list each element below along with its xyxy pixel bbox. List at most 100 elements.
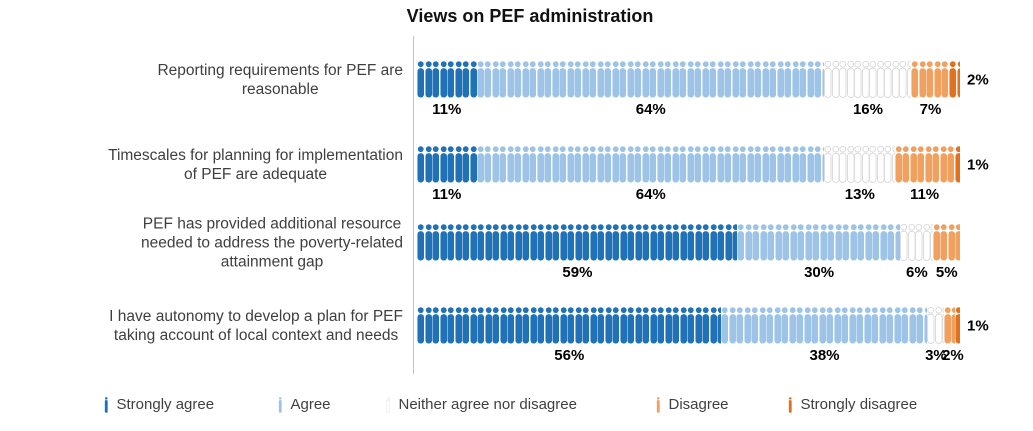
legend-label: Strongly agree [116, 396, 215, 413]
person-icon [762, 61, 769, 98]
bar-segment-agree [737, 224, 901, 261]
person-icon [814, 146, 822, 183]
person-icon [856, 307, 864, 344]
bar-segment-disagree [911, 61, 950, 98]
person-icon [876, 61, 885, 98]
person-icon [664, 146, 672, 183]
person-icon [454, 146, 462, 183]
person-icon [906, 61, 912, 98]
person-icon [774, 307, 781, 344]
person-icon [805, 224, 812, 261]
person-icon [462, 224, 470, 261]
person-icon [484, 61, 492, 98]
person-icon [694, 146, 702, 183]
person-icon [537, 146, 544, 183]
person-icon [842, 224, 850, 261]
person-icon [469, 61, 477, 98]
person-icon [679, 307, 687, 344]
person-icon [949, 61, 957, 98]
person-icon [552, 146, 559, 183]
person-icon [522, 61, 529, 98]
person-icon [942, 307, 944, 343]
person-icon [507, 224, 515, 261]
person-icon [789, 307, 796, 344]
person-icon [709, 61, 717, 98]
person-icon [804, 307, 811, 344]
bar-segment-disagree [944, 307, 955, 344]
person-icon [522, 224, 530, 261]
person-icon [949, 70, 950, 95]
person-icon [891, 61, 900, 98]
person-icon [657, 224, 665, 261]
person-icon [954, 146, 960, 183]
person-icon [552, 61, 559, 98]
person-icon [507, 146, 514, 183]
person-icon [841, 307, 849, 344]
person-icon [751, 307, 759, 344]
person-icon [739, 61, 747, 98]
person-icon [417, 224, 425, 261]
person-icon [814, 61, 822, 98]
person-icon [604, 146, 612, 183]
person-icon [792, 61, 799, 98]
person-icon [724, 61, 732, 98]
person-icon [884, 61, 892, 98]
person-icon [559, 307, 567, 344]
bar-row [417, 307, 960, 344]
legend-item-neither: Neither agree nor disagree [385, 396, 577, 413]
person-icon [766, 307, 774, 344]
person-icon [462, 307, 470, 344]
person-icon [544, 224, 552, 261]
bar-segment-agree [477, 61, 825, 98]
person-icon [529, 224, 537, 261]
person-icon [278, 396, 282, 413]
person-icon [934, 307, 943, 344]
person-icon [901, 307, 909, 344]
person-icon [627, 146, 634, 183]
person-icon [924, 307, 928, 344]
person-icon [492, 307, 500, 344]
person-icon [462, 61, 470, 98]
person-icon [717, 146, 724, 183]
person-icon [687, 146, 694, 183]
person-icon [824, 146, 832, 183]
person-icon [537, 61, 544, 98]
person-icon [386, 396, 390, 413]
person-icon [709, 224, 717, 261]
person-icon [782, 224, 790, 261]
person-icon [754, 61, 762, 98]
person-icon [925, 146, 932, 183]
legend-label: Strongly disagree [800, 396, 918, 413]
person-icon [812, 224, 820, 261]
bar-row [417, 146, 960, 183]
person-icon [432, 61, 440, 98]
person-icon [454, 61, 462, 98]
person-icon [477, 61, 484, 98]
person-icon [656, 396, 660, 413]
person-icon [910, 146, 917, 183]
person-icon [567, 146, 574, 183]
person-icon [850, 224, 857, 261]
bar-segment-strongly_disagree [954, 307, 960, 344]
person-icon [871, 307, 879, 344]
person-icon [469, 146, 477, 183]
person-icon [694, 224, 702, 261]
person-icon [439, 146, 447, 183]
person-icon [597, 224, 605, 261]
person-icon [777, 146, 784, 183]
person-icon [717, 61, 724, 98]
person-icon [559, 224, 567, 261]
person-icon [432, 224, 440, 261]
person-icon [612, 61, 619, 98]
value-label: 13% [844, 186, 875, 203]
person-icon [769, 61, 777, 98]
bar-segment-neither [824, 146, 895, 183]
person-icon [672, 146, 679, 183]
person-icon [657, 61, 664, 98]
person-icon [781, 307, 789, 344]
person-icon [947, 146, 955, 183]
person-icon [951, 307, 955, 344]
axis-line [413, 36, 414, 374]
person-icon [915, 224, 923, 261]
bar-segment-disagree [895, 146, 955, 183]
